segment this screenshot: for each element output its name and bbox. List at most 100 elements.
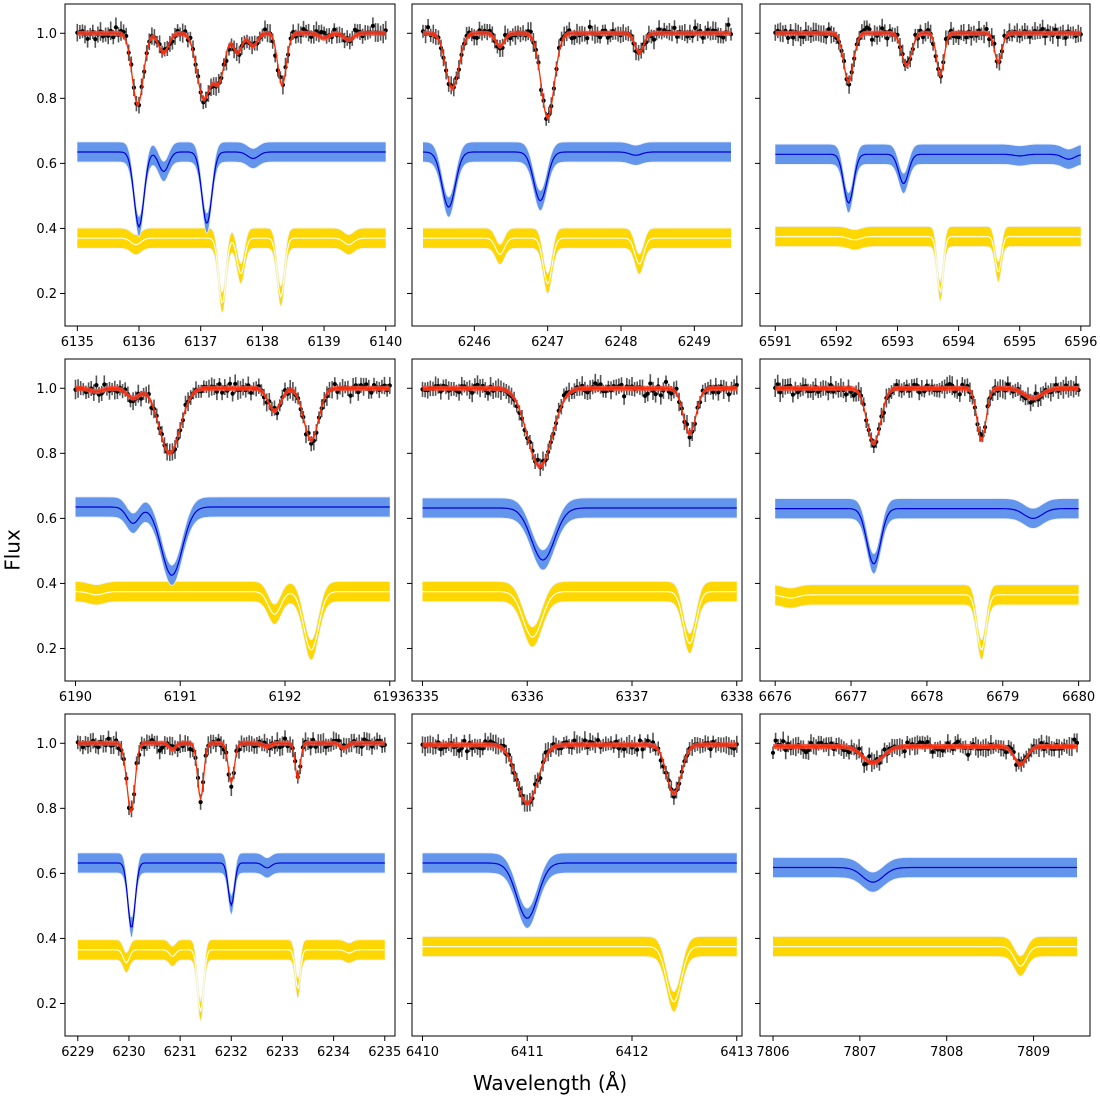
panel-frame [759, 3, 1091, 327]
y-tick-label: 0.2 [36, 642, 57, 657]
data-point [781, 739, 786, 744]
data-point [282, 736, 288, 741]
panel-frame [64, 358, 396, 682]
data-point [966, 752, 971, 758]
data-point [587, 24, 592, 29]
x-tick-label: 6411 [511, 1045, 544, 1060]
data-point [138, 396, 144, 401]
panel-frame [64, 3, 396, 327]
secondary-line [423, 237, 731, 285]
data-point [572, 738, 577, 743]
panel-2-0: 6229 6230 6231 6232 6233 6234 6235 0.2 0.4 0.6 0.8… [36, 713, 401, 1060]
y-tick-label: 1.0 [36, 737, 57, 752]
data-point [653, 392, 658, 397]
data-point [262, 27, 268, 32]
primary-line [75, 506, 390, 576]
data-point [648, 381, 653, 386]
x-tick-label: 6231 [164, 1045, 197, 1060]
secondary-line [773, 945, 1077, 967]
x-tick-label: 6135 [61, 335, 94, 350]
data-point [790, 392, 796, 397]
x-tick-label: 6336 [511, 690, 544, 705]
data-point [1053, 27, 1058, 32]
data-point [902, 749, 907, 754]
data-point [880, 26, 885, 31]
data-point [843, 392, 849, 397]
primary-band-edge-0 [75, 516, 390, 586]
data-point [142, 745, 147, 750]
y-tick-label: 0.4 [36, 932, 57, 947]
data-point [102, 382, 107, 387]
plot-area [75, 730, 387, 1022]
data-point [672, 25, 677, 30]
data-point [645, 738, 650, 743]
model-band [775, 385, 1079, 446]
data-point [464, 749, 470, 754]
data-point [248, 390, 254, 395]
panel-1-1: 6335 6336 6337 6338 [406, 358, 753, 705]
model-band [77, 30, 386, 108]
x-tick-label: 6678 [910, 690, 943, 705]
x-tick-label: 6192 [268, 690, 301, 705]
data-point [457, 390, 462, 395]
primary-band [422, 853, 737, 928]
secondary-band [423, 228, 731, 294]
model-band [75, 385, 390, 456]
data-point [332, 27, 337, 32]
data-point [778, 390, 783, 395]
x-tick-label: 6193 [373, 690, 406, 705]
data-point [846, 750, 852, 755]
primary-band [775, 498, 1079, 574]
data-point [867, 27, 872, 32]
data-point [635, 747, 640, 752]
x-tick-label: 6248 [604, 335, 637, 350]
data-point [920, 35, 926, 40]
data-point [658, 393, 663, 398]
panel-frame [64, 713, 396, 1037]
secondary-band [422, 581, 737, 654]
data-point [791, 35, 796, 40]
x-tick-label: 6596 [1064, 335, 1097, 350]
primary-band-edge-1 [77, 852, 385, 917]
x-tick-label: 6412 [615, 1045, 648, 1060]
secondary-line [422, 590, 737, 645]
primary-band [422, 498, 737, 570]
panel-2-1: 6410 6411 6412 6413 [406, 713, 753, 1060]
data-point [160, 745, 165, 750]
model-line [77, 32, 386, 106]
y-tick-label: 0.2 [36, 997, 57, 1012]
data-point [220, 390, 225, 395]
observed-points [73, 381, 392, 455]
primary-line [773, 866, 1077, 883]
y-tick-label: 0.6 [36, 867, 57, 882]
data-point [826, 27, 831, 32]
data-point [964, 35, 969, 40]
x-tick-label: 6337 [615, 690, 648, 705]
x-tick-label: 6137 [184, 335, 217, 350]
x-tick-label: 6679 [986, 690, 1019, 705]
panel-1-0: 6190 6191 6192 6193 0.2 0.4 0.6 0.8 1.0 [36, 358, 406, 705]
secondary-band-edge-0 [422, 956, 737, 1013]
data-point [233, 381, 238, 386]
data-point [470, 390, 475, 395]
x-tick-label: 6594 [942, 335, 975, 350]
data-point [925, 739, 930, 745]
data-point [80, 745, 85, 750]
primary-band-edge-0 [775, 518, 1079, 575]
model-line [773, 745, 1077, 766]
data-point [806, 748, 811, 753]
panel-0-1: 6246 6247 6248 6249 [407, 3, 743, 350]
y-tick-label: 0.6 [36, 512, 57, 527]
data-point [957, 392, 962, 397]
data-point [726, 22, 731, 27]
primary-band-edge-0 [423, 161, 731, 218]
plot-area [73, 374, 392, 661]
data-point [369, 390, 374, 395]
primary-band-edge-1 [422, 852, 737, 909]
data-point [598, 382, 603, 387]
data-point [640, 747, 645, 752]
secondary-band-edge-0 [77, 247, 386, 314]
y-axis-label: Flux [1, 529, 25, 571]
panel-frame [411, 3, 743, 327]
x-tick-label: 6140 [369, 335, 402, 350]
